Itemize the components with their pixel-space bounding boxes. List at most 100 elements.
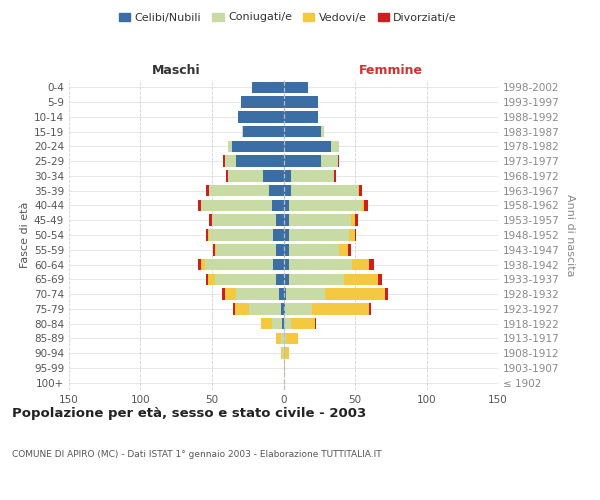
Bar <box>370 259 374 270</box>
Bar <box>339 244 348 256</box>
Bar <box>223 156 225 167</box>
Bar <box>272 200 284 211</box>
Bar <box>362 200 364 211</box>
Text: Maschi: Maschi <box>152 64 200 78</box>
Bar <box>284 170 290 181</box>
Bar <box>284 111 318 122</box>
Bar <box>236 288 279 300</box>
Bar <box>289 259 352 270</box>
Bar <box>260 318 272 330</box>
Bar <box>284 156 320 167</box>
Bar <box>352 259 370 270</box>
Bar <box>281 348 282 359</box>
Bar <box>284 362 285 374</box>
Bar <box>284 200 289 211</box>
Bar <box>244 126 284 138</box>
Bar <box>197 200 200 211</box>
Bar <box>228 140 232 152</box>
Bar <box>284 303 285 314</box>
Bar <box>274 259 284 270</box>
Text: COMUNE DI APIRO (MC) - Dati ISTAT 1° gennaio 2003 - Elaborazione TUTTITALIA.IT: COMUNE DI APIRO (MC) - Dati ISTAT 1° gen… <box>12 450 382 459</box>
Bar <box>277 244 284 256</box>
Bar <box>206 274 208 285</box>
Bar <box>212 214 277 226</box>
Bar <box>284 229 289 241</box>
Bar <box>370 303 371 314</box>
Y-axis label: Fasce di età: Fasce di età <box>20 202 30 268</box>
Bar <box>284 96 318 108</box>
Bar <box>284 348 289 359</box>
Bar <box>289 229 349 241</box>
Bar <box>277 214 284 226</box>
Bar <box>325 288 385 300</box>
Bar <box>277 332 281 344</box>
Legend: Celibi/Nubili, Coniugati/e, Vedovi/e, Divorziati/e: Celibi/Nubili, Coniugati/e, Vedovi/e, Di… <box>115 8 461 27</box>
Bar <box>348 244 351 256</box>
Text: Popolazione per età, sesso e stato civile - 2003: Popolazione per età, sesso e stato civil… <box>12 408 366 420</box>
Bar <box>286 332 298 344</box>
Bar <box>284 259 289 270</box>
Bar <box>263 170 284 181</box>
Bar <box>274 229 284 241</box>
Bar <box>289 200 362 211</box>
Bar <box>359 185 362 196</box>
Bar <box>378 274 382 285</box>
Bar <box>281 332 284 344</box>
Bar <box>284 140 331 152</box>
Bar <box>242 126 244 138</box>
Bar <box>232 140 284 152</box>
Bar <box>238 111 284 122</box>
Bar <box>252 82 284 93</box>
Bar <box>282 348 284 359</box>
Bar <box>349 229 355 241</box>
Bar <box>358 185 359 196</box>
Bar <box>284 214 289 226</box>
Bar <box>226 170 228 181</box>
Bar <box>289 274 344 285</box>
Bar <box>334 170 337 181</box>
Bar <box>214 244 215 256</box>
Bar <box>209 214 212 226</box>
Bar <box>228 170 263 181</box>
Bar <box>290 170 334 181</box>
Bar <box>285 303 312 314</box>
Bar <box>208 274 215 285</box>
Bar <box>284 82 308 93</box>
Bar <box>200 259 205 270</box>
Bar <box>206 229 208 241</box>
Bar <box>282 318 284 330</box>
Bar <box>289 214 351 226</box>
Bar <box>320 126 323 138</box>
Bar <box>338 156 339 167</box>
Bar <box>385 288 388 300</box>
Bar <box>284 244 289 256</box>
Bar <box>277 274 284 285</box>
Bar <box>284 288 286 300</box>
Bar <box>205 259 274 270</box>
Bar <box>197 259 200 270</box>
Bar <box>315 318 316 330</box>
Bar <box>364 200 368 211</box>
Bar <box>236 156 284 167</box>
Bar <box>233 303 235 314</box>
Bar <box>222 288 225 300</box>
Bar <box>241 96 284 108</box>
Bar <box>269 185 284 196</box>
Bar <box>215 244 216 256</box>
Bar <box>355 214 358 226</box>
Bar <box>209 229 274 241</box>
Bar <box>284 274 289 285</box>
Bar <box>235 303 249 314</box>
Text: Femmine: Femmine <box>359 64 423 78</box>
Bar <box>289 244 339 256</box>
Bar <box>331 140 339 152</box>
Bar <box>249 303 281 314</box>
Bar <box>279 288 284 300</box>
Bar <box>286 288 325 300</box>
Bar <box>284 318 290 330</box>
Bar <box>272 318 282 330</box>
Bar <box>284 126 320 138</box>
Bar <box>208 229 209 241</box>
Bar <box>206 185 209 196</box>
Y-axis label: Anni di nascita: Anni di nascita <box>565 194 575 276</box>
